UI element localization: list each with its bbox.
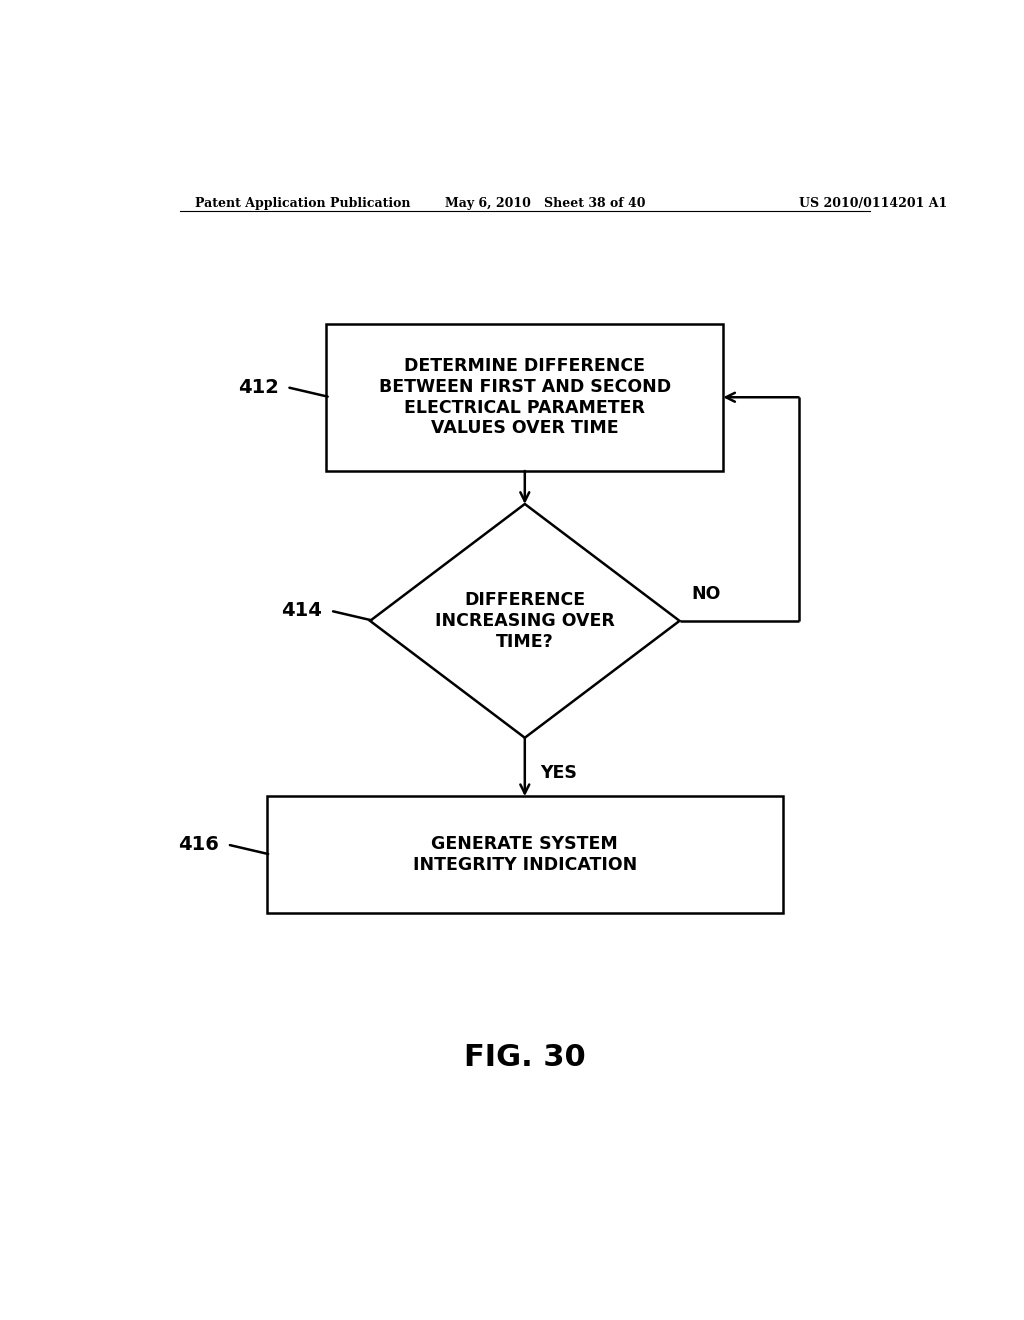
Bar	[327, 323, 723, 471]
Text: YES: YES	[541, 764, 578, 783]
Text: 416: 416	[178, 836, 219, 854]
Text: DIFFERENCE
INCREASING OVER
TIME?: DIFFERENCE INCREASING OVER TIME?	[435, 591, 614, 651]
Text: May 6, 2010   Sheet 38 of 40: May 6, 2010 Sheet 38 of 40	[445, 197, 646, 210]
Text: FIG. 30: FIG. 30	[464, 1043, 586, 1072]
Polygon shape	[370, 504, 680, 738]
Text: NO: NO	[691, 585, 721, 602]
Text: Patent Application Publication: Patent Application Publication	[196, 197, 411, 210]
Text: GENERATE SYSTEM
INTEGRITY INDICATION: GENERATE SYSTEM INTEGRITY INDICATION	[413, 836, 637, 874]
Text: DETERMINE DIFFERENCE
BETWEEN FIRST AND SECOND
ELECTRICAL PARAMETER
VALUES OVER T: DETERMINE DIFFERENCE BETWEEN FIRST AND S…	[379, 356, 671, 437]
Bar	[267, 796, 782, 913]
Text: 412: 412	[238, 378, 279, 396]
Text: US 2010/0114201 A1: US 2010/0114201 A1	[799, 197, 947, 210]
Text: 414: 414	[282, 601, 323, 620]
